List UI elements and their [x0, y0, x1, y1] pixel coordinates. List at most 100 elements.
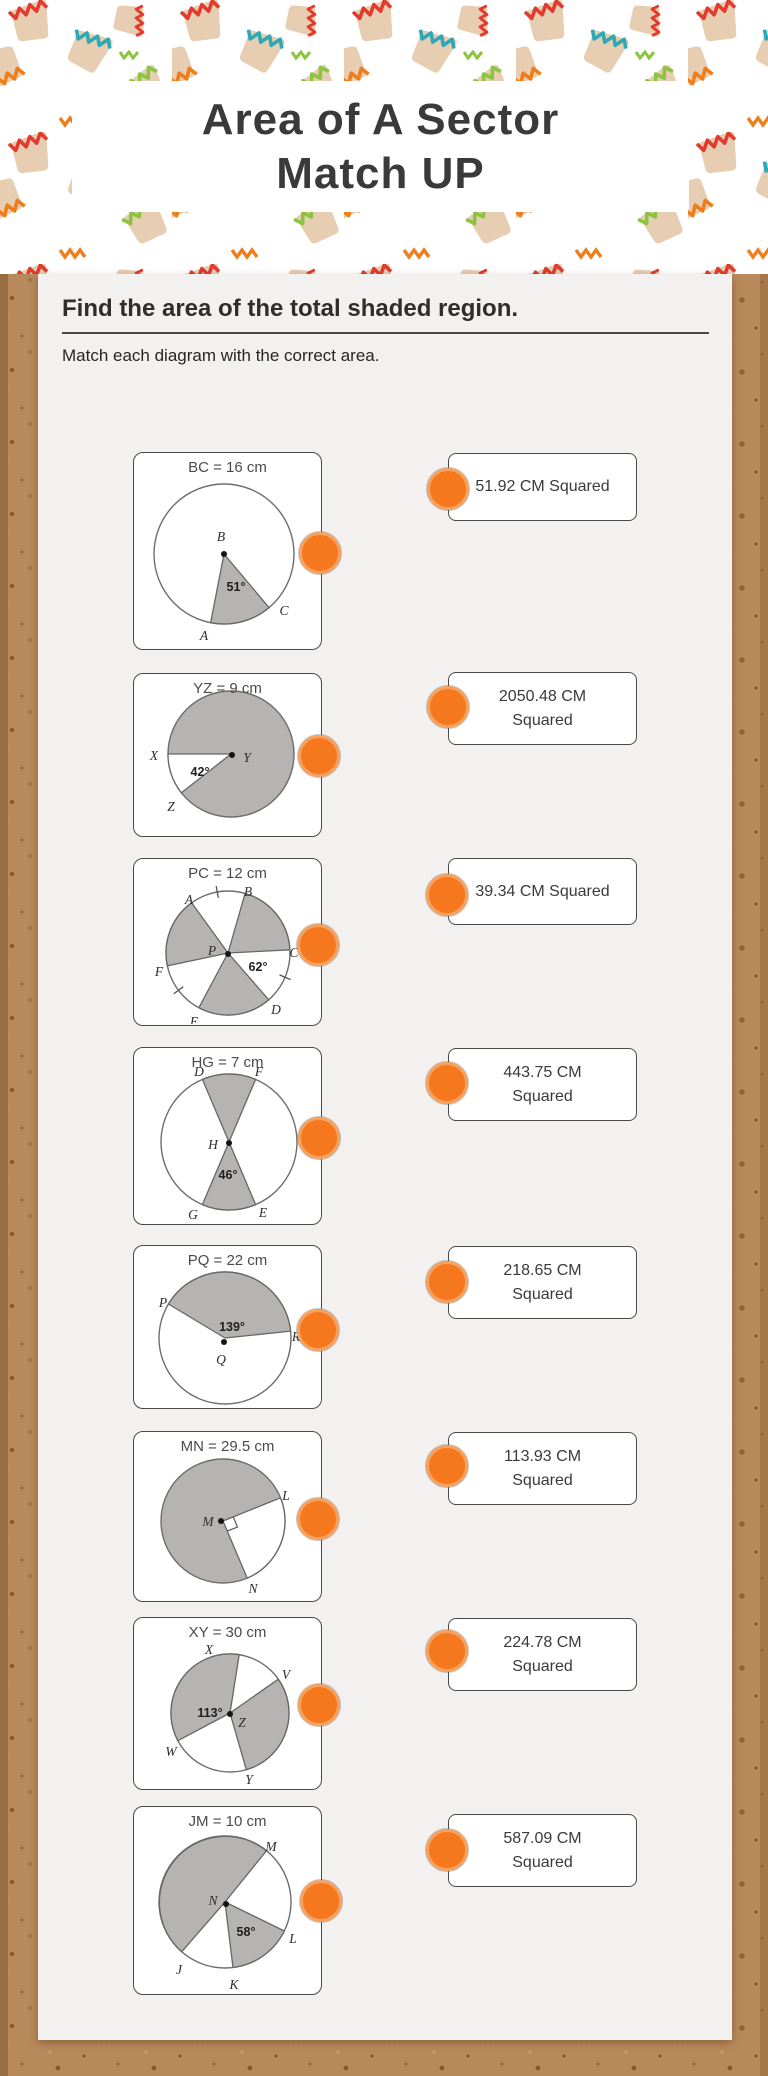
- svg-text:L: L: [288, 1931, 297, 1946]
- svg-text:N: N: [207, 1893, 218, 1908]
- answer-text: Squared: [512, 1657, 573, 1675]
- answer-card: 587.09 CM Squared: [448, 1814, 637, 1887]
- answer-text: 443.75 CM: [503, 1064, 582, 1082]
- answer-connector-dot[interactable]: [426, 1829, 468, 1871]
- sector-figure: N M L K J 58°: [158, 1835, 297, 1992]
- svg-text:F: F: [254, 1064, 264, 1079]
- svg-text:B: B: [217, 529, 225, 544]
- svg-text:113°: 113°: [197, 1706, 222, 1720]
- diagram-connector-dot[interactable]: [299, 532, 341, 574]
- diagram-card: XY = 30 cm Z X V W Y 113°: [133, 1617, 322, 1790]
- answer-connector-dot[interactable]: [426, 874, 468, 916]
- answer-text: 113.93 CM: [503, 1448, 582, 1466]
- sector-figure: M L N: [160, 1458, 290, 1596]
- svg-text:M: M: [201, 1514, 214, 1529]
- sector-figure: B A C 51°: [153, 483, 295, 643]
- svg-text:K: K: [228, 1977, 239, 1992]
- answer-text: Squared: [512, 1471, 573, 1489]
- svg-text:V: V: [282, 1667, 292, 1682]
- answer-text: 218.65 CM: [503, 1262, 582, 1280]
- answer-connector-dot[interactable]: [426, 1261, 468, 1303]
- diagram-connector-dot[interactable]: [297, 924, 339, 966]
- figure-radius-label: YZ = 9 cm: [193, 680, 262, 697]
- svg-text:G: G: [188, 1207, 198, 1222]
- answer-connector-dot[interactable]: [427, 686, 469, 728]
- svg-text:C: C: [289, 945, 299, 960]
- figure-radius-label: BC = 16 cm: [188, 459, 267, 476]
- svg-text:139°: 139°: [219, 1320, 245, 1334]
- answer-connector-dot[interactable]: [426, 1062, 468, 1104]
- svg-text:Z: Z: [238, 1715, 246, 1730]
- answer-card: 113.93 CM Squared: [448, 1432, 637, 1505]
- worksheet-title-box: Area of A Sector Match UP: [72, 81, 689, 212]
- svg-text:E: E: [258, 1205, 268, 1220]
- diagram-connector-dot[interactable]: [300, 1880, 342, 1922]
- svg-text:P: P: [158, 1295, 167, 1310]
- svg-text:A: A: [199, 628, 209, 643]
- figure-radius-label: XY = 30 cm: [188, 1624, 267, 1641]
- answer-text: Squared: [512, 711, 573, 729]
- sector-figure: X Y Z 42°: [149, 690, 295, 818]
- page-title-line1: Area of A Sector: [201, 94, 560, 144]
- figure-radius-label: HG = 7 cm: [191, 1054, 264, 1071]
- svg-text:L: L: [281, 1488, 290, 1503]
- diagram-card: HG = 7 cm H D F G E 46°: [133, 1047, 322, 1225]
- answer-card: 39.34 CM Squared: [448, 858, 637, 925]
- svg-text:E: E: [189, 1014, 199, 1024]
- svg-text:B: B: [244, 884, 252, 899]
- figure-radius-label: PQ = 22 cm: [187, 1252, 268, 1269]
- heading-divider: [62, 332, 709, 334]
- answer-text: Squared: [512, 1285, 573, 1303]
- figure-radius-label: JM = 10 cm: [188, 1813, 267, 1830]
- sector-figure: H D F G E 46°: [160, 1064, 298, 1222]
- svg-text:46°: 46°: [219, 1168, 238, 1182]
- answer-connector-dot[interactable]: [427, 468, 469, 510]
- page-title-line2: Match UP: [276, 148, 485, 198]
- answer-connector-dot[interactable]: [426, 1630, 468, 1672]
- diagram-connector-dot[interactable]: [298, 1117, 340, 1159]
- diagram-card: JM = 10 cm N M L K J 58°: [133, 1806, 322, 1995]
- svg-text:62°: 62°: [249, 960, 268, 974]
- svg-text:Q: Q: [216, 1352, 226, 1367]
- svg-text:P: P: [207, 943, 216, 958]
- answer-card: 51.92 CM Squared: [448, 453, 637, 521]
- sector-figure: Z X V W Y 113°: [165, 1642, 292, 1787]
- answer-text: 224.78 CM: [503, 1634, 582, 1652]
- diagram-card: YZ = 9 cm X Y Z 42°: [133, 673, 322, 837]
- diagram-connector-dot[interactable]: [297, 1498, 339, 1540]
- svg-text:F: F: [154, 964, 164, 979]
- svg-text:42°: 42°: [191, 765, 210, 779]
- answer-text: 587.09 CM: [503, 1830, 582, 1848]
- answer-card: 2050.48 CM Squared: [448, 672, 637, 745]
- svg-text:58°: 58°: [237, 1925, 256, 1939]
- figure-radius-label: PC = 12 cm: [188, 865, 267, 882]
- diagram-card: MN = 29.5 cm M L N: [133, 1431, 322, 1602]
- figure-radius-label: MN = 29.5 cm: [180, 1438, 275, 1455]
- svg-text:Z: Z: [167, 799, 175, 814]
- answer-card: 218.65 CM Squared: [448, 1246, 637, 1319]
- diagram-connector-dot[interactable]: [298, 735, 340, 777]
- svg-text:X: X: [149, 748, 159, 763]
- sector-figure: Q P R 139°: [158, 1271, 301, 1405]
- answer-text: Squared: [512, 1853, 573, 1871]
- svg-text:N: N: [247, 1581, 258, 1596]
- svg-text:A: A: [184, 892, 194, 907]
- answer-text: Squared: [512, 1087, 573, 1105]
- svg-text:C: C: [279, 603, 289, 618]
- svg-text:Y: Y: [245, 1772, 254, 1787]
- diagram-card: PC = 12 cm P A B C D E F 62°: [133, 858, 322, 1026]
- answer-text: 51.92 CM Squared: [475, 478, 610, 496]
- svg-text:D: D: [193, 1064, 204, 1079]
- answer-connector-dot[interactable]: [426, 1445, 468, 1487]
- answer-text: 2050.48 CM: [498, 688, 587, 706]
- instructions-heading: Find the area of the total shaded region…: [62, 295, 519, 322]
- diagram-card: PQ = 22 cm Q P R 139°: [133, 1245, 322, 1409]
- svg-text:W: W: [165, 1744, 178, 1759]
- svg-text:R: R: [291, 1329, 301, 1344]
- diagram-connector-dot[interactable]: [297, 1309, 339, 1351]
- diagram-connector-dot[interactable]: [298, 1684, 340, 1726]
- answer-card: 443.75 CM Squared: [448, 1048, 637, 1121]
- svg-text:Y: Y: [243, 750, 252, 765]
- sector-figure: P A B C D E F 62°: [154, 884, 300, 1024]
